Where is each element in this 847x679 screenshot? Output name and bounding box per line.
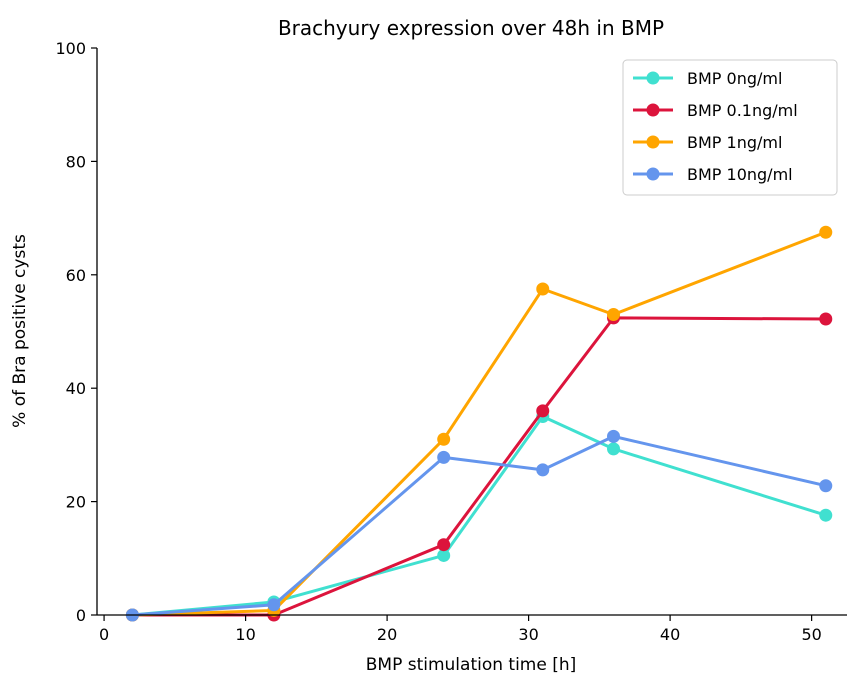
- data-point-bmp-0-1ng-ml: [819, 312, 833, 326]
- plot-area: [125, 225, 833, 622]
- x-tick-label: 30: [518, 625, 538, 644]
- y-tick-label: 20: [66, 493, 86, 512]
- data-point-bmp-0-1ng-ml: [536, 404, 550, 418]
- legend-label: BMP 0ng/ml: [687, 69, 782, 88]
- series-bmp-0-1ng-ml: [125, 311, 833, 622]
- data-point-bmp-1ng-ml: [437, 432, 451, 446]
- data-point-bmp-10ng-ml: [437, 450, 451, 464]
- series-line-bmp-0-1ng-ml: [132, 316, 826, 617]
- y-tick-label: 100: [55, 39, 86, 58]
- x-tick-label: 50: [801, 625, 821, 644]
- data-point-bmp-0ng-ml: [819, 508, 833, 522]
- series-bmp-10ng-ml: [125, 429, 833, 622]
- series-line-bmp-1ng-ml: [132, 230, 827, 617]
- x-axis-label: BMP stimulation time [h]: [366, 655, 577, 675]
- data-point-bmp-0ng-ml: [607, 442, 621, 456]
- data-point-bmp-10ng-ml: [267, 598, 281, 612]
- data-point-bmp-10ng-ml: [607, 429, 621, 443]
- x-ticks: 0 10 20 30 40 50: [99, 615, 822, 644]
- legend-swatch-marker: [646, 71, 660, 85]
- x-tick-label: 40: [660, 625, 680, 644]
- data-point-bmp-10ng-ml: [819, 479, 833, 493]
- data-point-bmp-10ng-ml: [536, 463, 550, 477]
- legend-swatch-marker: [646, 103, 660, 117]
- data-point-bmp-0-1ng-ml: [437, 538, 451, 552]
- x-tick-label: 10: [235, 625, 255, 644]
- legend-item: BMP 0.1ng/ml: [633, 101, 798, 120]
- data-point-bmp-1ng-ml: [607, 307, 621, 321]
- y-tick-label: 40: [66, 379, 86, 398]
- legend-swatch-marker: [646, 167, 660, 181]
- series-bmp-0ng-ml: [125, 410, 833, 622]
- legend-item: BMP 1ng/ml: [633, 133, 782, 152]
- series-line-bmp-0ng-ml: [132, 415, 827, 617]
- data-point-bmp-1ng-ml: [536, 282, 550, 296]
- data-point-bmp-1ng-ml: [819, 225, 833, 239]
- y-tick-label: 0: [76, 606, 86, 625]
- x-tick-label: 20: [377, 625, 397, 644]
- legend-swatch-marker: [646, 135, 660, 149]
- data-point-bmp-0ng-ml: [437, 548, 451, 562]
- legend-label: BMP 0.1ng/ml: [687, 101, 798, 120]
- x-tick-label: 0: [99, 625, 109, 644]
- chart-title: Brachyury expression over 48h in BMP: [278, 16, 664, 40]
- series-bmp-1ng-ml: [125, 225, 833, 622]
- legend: BMP 0ng/ml BMP 0.1ng/ml BMP 1ng/ml BMP 10ng…: [622, 59, 838, 196]
- series-line-bmp-10ng-ml: [132, 434, 827, 617]
- y-ticks: 0 20 40 60 80 100: [55, 39, 97, 625]
- legend-label: BMP 1ng/ml: [687, 133, 782, 152]
- legend-item: BMP 0ng/ml: [633, 69, 782, 88]
- y-tick-label: 60: [66, 266, 86, 285]
- legend-item: BMP 10ng/ml: [633, 165, 793, 184]
- y-tick-label: 80: [66, 152, 86, 171]
- y-axis-label: % of Bra positive cysts: [10, 234, 30, 428]
- legend-label: BMP 10ng/ml: [687, 165, 793, 184]
- axes: [96, 48, 847, 616]
- legend-box: [622, 59, 838, 196]
